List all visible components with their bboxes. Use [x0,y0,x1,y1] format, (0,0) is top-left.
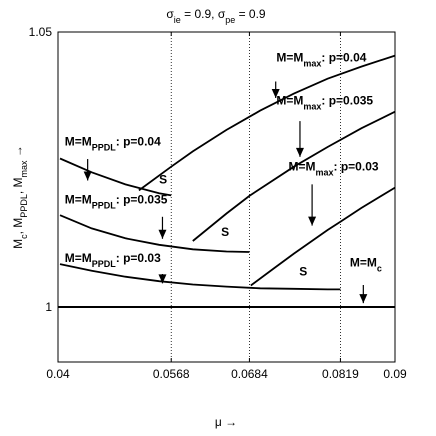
annotation-label-2: M=Mmax: p=0.03 [289,160,379,178]
series-group [58,54,396,308]
x-tick-label-2: 0.0684 [231,367,268,381]
y-axis-ticks: 11.05 [29,25,395,314]
chart-title: σie = 0.9, σpe = 0.9 [166,7,266,25]
x-tick-label-1: 0.0568 [153,367,190,381]
annotation-arrowhead-4 [158,229,167,239]
y-tick-label-0: 1 [45,300,52,314]
annotation-label-4: M=MPPDL: p=0.035 [65,193,168,211]
annotation-label-1: M=Mmax: p=0.035 [276,94,373,112]
stable-label-0: S [159,172,167,186]
annotation-label-6: M=Mc [350,255,382,273]
x-tick-label-0: 0.04 [46,367,70,381]
annotation-arrowhead-0 [271,89,280,98]
plot-frame [57,31,396,363]
annotation-arrowhead-2 [308,216,317,226]
series-line-4 [138,54,396,192]
series-line-5 [192,110,396,242]
x-tick-label-4: 0.09 [383,367,407,381]
annotation-label-5: M=MPPDL: p=0.03 [65,251,161,269]
x-tick-label-3: 0.0819 [322,367,359,381]
annotation-label-3: M=MPPDL: p=0.04 [65,134,161,152]
stable-label-2: S [299,265,307,279]
annotation-label-0: M=Mmax: p=0.04 [276,51,366,69]
stable-label-1: S [221,225,229,239]
series-line-6 [250,186,396,287]
annotation-arrowhead-1 [295,147,304,157]
series-line-2 [59,214,250,253]
y-axis-label: Mc, MPPDL, Mmax → [11,145,29,249]
series-line-3 [59,263,341,291]
annotation-arrowhead-5 [158,274,167,284]
annotation-arrowhead-6 [359,294,368,304]
stable-labels-group: S S S [159,172,307,278]
series-line-1 [59,157,172,197]
annotations-group: M=Mmax: p=0.04 M=Mmax: p=0.035 M=Mmax: p=0… [65,51,382,304]
x-axis-label: μ → [215,415,237,429]
x-axis-ticks: 0.04 0.0568 0.0684 0.0819 0.09 [46,32,407,381]
y-tick-label-1: 1.05 [29,25,53,39]
annotation-arrowhead-3 [83,171,92,181]
